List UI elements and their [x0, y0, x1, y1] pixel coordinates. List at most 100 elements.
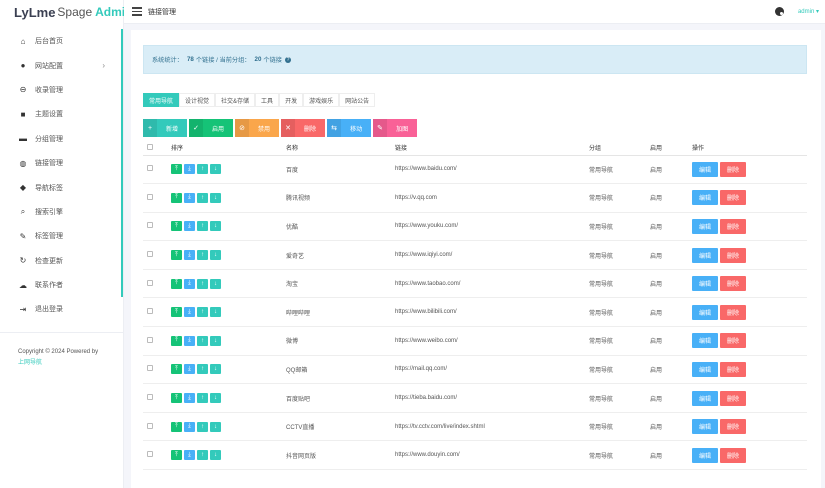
row-select[interactable]: [143, 383, 171, 413]
arrow-down-icon[interactable]: ↓: [210, 164, 221, 175]
delete-button[interactable]: 删除: [720, 361, 746, 377]
row-select[interactable]: [143, 440, 171, 471]
move-top-icon[interactable]: ⤒: [171, 307, 182, 318]
edit-button[interactable]: 编辑: [692, 361, 718, 377]
delete-button[interactable]: 删除: [720, 190, 746, 206]
row-checkbox[interactable]: [147, 279, 153, 286]
edit-button[interactable]: 编辑: [692, 419, 718, 435]
move-bottom-icon[interactable]: ⤓: [184, 335, 195, 346]
row-select[interactable]: [143, 297, 171, 328]
move-bottom-icon[interactable]: ⤓: [184, 393, 195, 404]
arrow-up-icon[interactable]: ↑: [197, 307, 208, 318]
sidebar-item-4[interactable]: ▬ 分组管理: [0, 126, 123, 151]
move-bottom-icon[interactable]: ⤓: [184, 364, 195, 375]
move-top-icon[interactable]: ⤒: [171, 164, 182, 175]
delete-button[interactable]: 删除: [720, 390, 746, 406]
add-group-button[interactable]: ✎ 加图: [373, 119, 418, 137]
move-top-icon[interactable]: ⤒: [171, 421, 182, 432]
row-checkbox[interactable]: [147, 365, 153, 372]
sidebar-item-2[interactable]: ⊖ 收录管理: [0, 77, 123, 103]
user-menu[interactable]: admin ▾: [797, 9, 819, 15]
sidebar-item-1[interactable]: ● 网站配置 ›: [0, 53, 123, 78]
row-checkbox[interactable]: [147, 222, 153, 229]
arrow-up-icon[interactable]: ↑: [197, 164, 208, 175]
add-button[interactable]: + 新增: [143, 119, 188, 137]
move-bottom-icon[interactable]: ⤓: [184, 164, 195, 175]
row-select[interactable]: [143, 412, 171, 442]
edit-button[interactable]: 编辑: [692, 247, 718, 263]
row-checkbox[interactable]: [147, 308, 153, 315]
edit-button[interactable]: 编辑: [692, 161, 718, 177]
move-top-icon[interactable]: ⤒: [171, 364, 182, 375]
disable-button[interactable]: ⊘ 禁用: [235, 119, 280, 137]
edit-button[interactable]: 编辑: [692, 333, 718, 349]
row-checkbox[interactable]: [147, 251, 153, 258]
move-bottom-icon[interactable]: ⤓: [184, 307, 195, 318]
move-top-icon[interactable]: ⤒: [171, 450, 182, 461]
select-all-checkbox[interactable]: [147, 143, 153, 150]
arrow-up-icon[interactable]: ↑: [197, 450, 208, 461]
select-all-header[interactable]: [143, 141, 171, 156]
arrow-up-icon[interactable]: ↑: [197, 250, 208, 261]
row-select[interactable]: [143, 240, 171, 270]
row-checkbox[interactable]: [147, 336, 153, 343]
row-checkbox[interactable]: [147, 193, 153, 200]
row-select[interactable]: [143, 269, 171, 299]
sidebar-item-10[interactable]: ☁ 联系作者: [0, 272, 123, 298]
sidebar-item-11[interactable]: ⇥ 退出登录: [0, 297, 123, 321]
delete-button[interactable]: 删除: [720, 447, 746, 463]
sidebar-item-7[interactable]: ⌕ 搜索引擎: [0, 199, 123, 225]
sidebar-item-9[interactable]: ↻ 检查更新: [0, 248, 123, 273]
move-bottom-icon[interactable]: ⤓: [184, 450, 195, 461]
delete-button[interactable]: 删除: [720, 247, 746, 263]
edit-button[interactable]: 编辑: [692, 447, 718, 463]
delete-button[interactable]: 删除: [720, 333, 746, 349]
row-checkbox[interactable]: [147, 394, 153, 401]
row-select[interactable]: [143, 326, 171, 356]
row-select[interactable]: [143, 355, 171, 385]
arrow-up-icon[interactable]: ↑: [197, 335, 208, 346]
row-select[interactable]: [143, 155, 171, 185]
tab-2[interactable]: 社交&存储: [215, 93, 256, 107]
move-bottom-icon[interactable]: ⤓: [184, 421, 195, 432]
delete-button[interactable]: 删除: [720, 276, 746, 292]
menu-toggle-icon[interactable]: [132, 7, 142, 16]
arrow-down-icon[interactable]: ↓: [210, 307, 221, 318]
row-checkbox[interactable]: [147, 422, 153, 429]
move-top-icon[interactable]: ⤒: [171, 221, 182, 232]
arrow-down-icon[interactable]: ↓: [210, 335, 221, 346]
row-checkbox[interactable]: [147, 451, 153, 458]
delete-button[interactable]: 删除: [720, 161, 746, 177]
tab-0[interactable]: 常用导航: [143, 93, 180, 107]
arrow-down-icon[interactable]: ↓: [210, 450, 221, 461]
arrow-down-icon[interactable]: ↓: [210, 393, 221, 404]
row-select[interactable]: [143, 212, 171, 242]
arrow-down-icon[interactable]: ↓: [210, 192, 221, 203]
copyright-link[interactable]: 上网导航: [18, 359, 43, 366]
arrow-up-icon[interactable]: ↑: [197, 278, 208, 289]
arrow-down-icon[interactable]: ↓: [210, 421, 221, 432]
sidebar-item-3[interactable]: ■ 主题设置: [0, 102, 123, 127]
sidebar-item-6[interactable]: ◆ 导航标签: [0, 175, 123, 200]
move-top-icon[interactable]: ⤒: [171, 250, 182, 261]
brand-logo[interactable]: LyLme Spage Admin: [0, 0, 132, 24]
arrow-up-icon[interactable]: ↑: [197, 221, 208, 232]
edit-button[interactable]: 编辑: [692, 304, 718, 320]
move-bottom-icon[interactable]: ⤓: [184, 221, 195, 232]
row-select[interactable]: [143, 183, 171, 213]
tab-6[interactable]: 网站公告: [339, 93, 376, 107]
edit-button[interactable]: 编辑: [692, 390, 718, 406]
arrow-up-icon[interactable]: ↑: [197, 421, 208, 432]
tab-5[interactable]: 游戏娱乐: [303, 93, 340, 107]
arrow-up-icon[interactable]: ↑: [197, 364, 208, 375]
delete-button[interactable]: 删除: [720, 304, 746, 320]
arrow-down-icon[interactable]: ↓: [210, 364, 221, 375]
move-bottom-icon[interactable]: ⤓: [184, 192, 195, 203]
tab-1[interactable]: 设计视觉: [179, 93, 216, 107]
sidebar-item-8[interactable]: ✎ 标签管理: [0, 224, 123, 249]
delete-button[interactable]: 删除: [720, 218, 746, 234]
sidebar-item-0[interactable]: ⌂ 后台首页: [0, 29, 123, 54]
edit-button[interactable]: 编辑: [692, 276, 718, 292]
sidebar-item-5[interactable]: ◍ 链接管理: [0, 150, 123, 176]
enable-button[interactable]: ✓ 启用: [189, 119, 234, 137]
